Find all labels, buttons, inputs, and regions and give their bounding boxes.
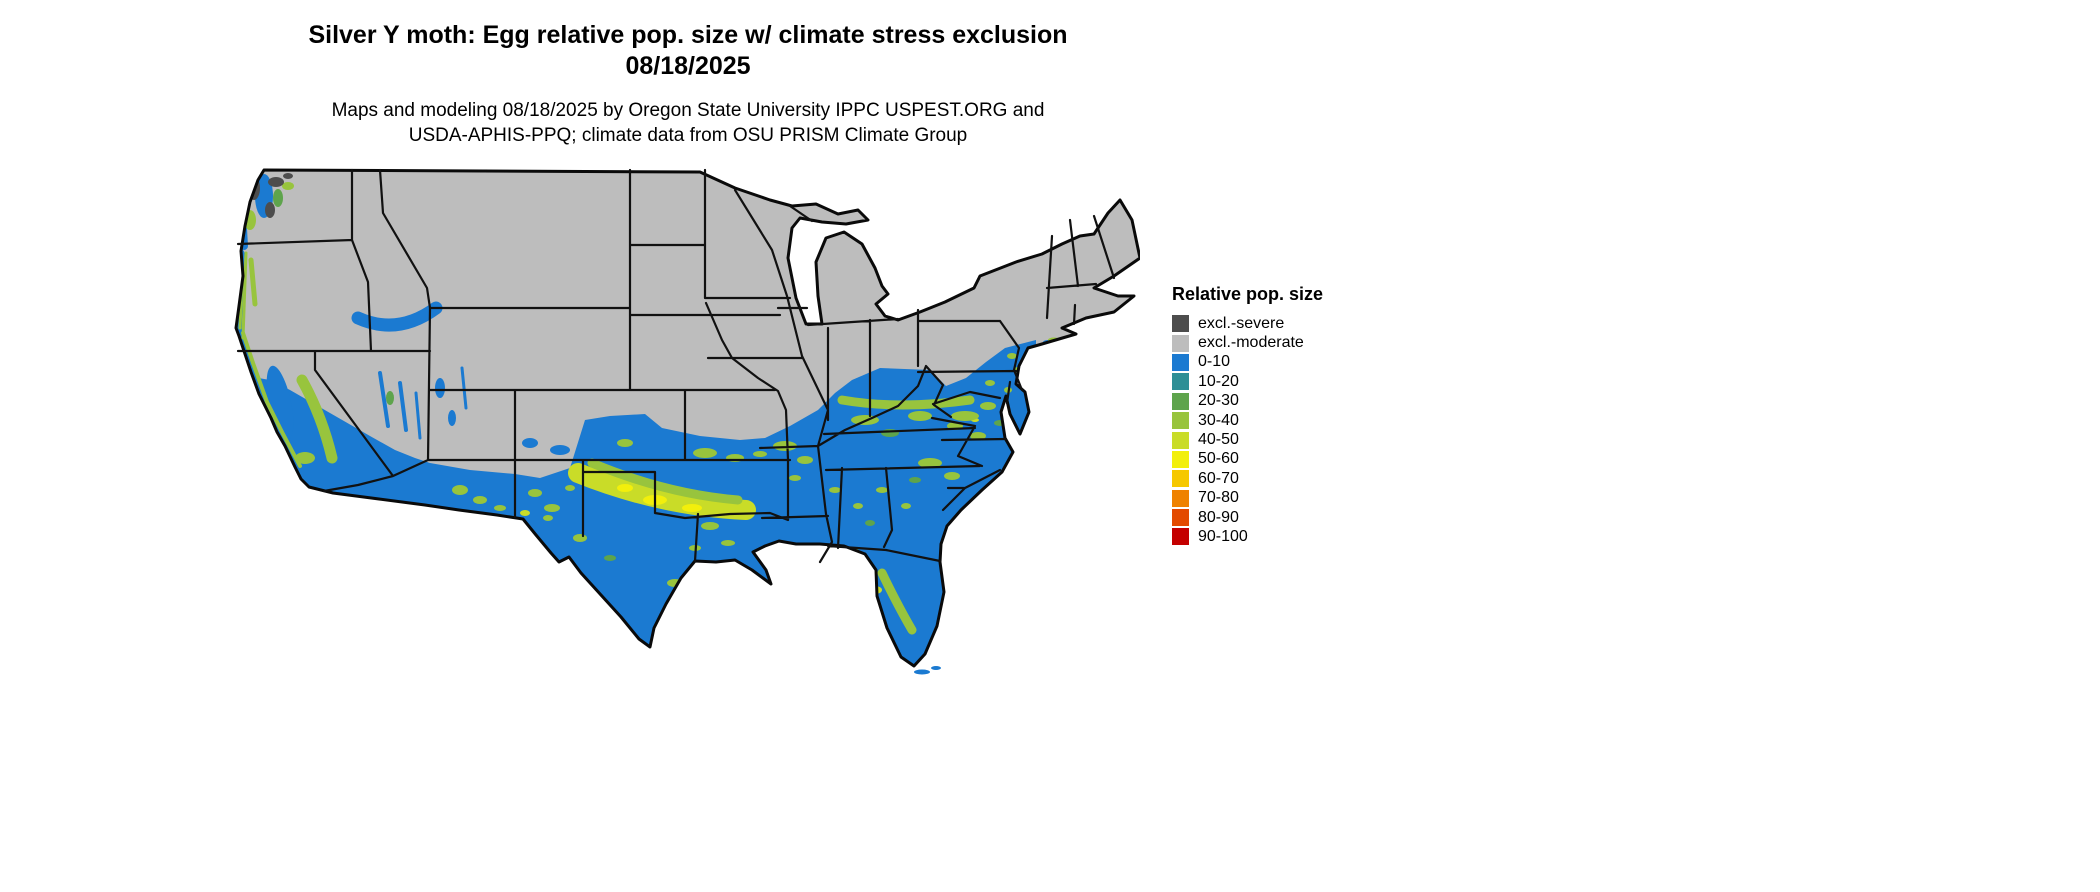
legend-swatch xyxy=(1172,392,1189,410)
legend-swatch xyxy=(1172,489,1189,507)
legend-label: excl.-severe xyxy=(1198,314,1285,332)
legend-swatch xyxy=(1172,450,1189,468)
legend: Relative pop. size excl.-severe excl.-mod… xyxy=(1172,284,1323,547)
legend-label: 70-80 xyxy=(1198,489,1239,507)
legend-row: 20-30 xyxy=(1172,392,1323,411)
legend-swatch xyxy=(1172,509,1189,527)
legend-row: 0-10 xyxy=(1172,353,1323,372)
florida-keys xyxy=(914,666,941,675)
legend-label: 60-70 xyxy=(1198,469,1239,487)
legend-swatch xyxy=(1172,528,1189,546)
legend-label: 30-40 xyxy=(1198,411,1239,429)
legend-swatch xyxy=(1172,353,1189,371)
attribution-line-2: USDA-APHIS-PPQ; climate data from OSU PR… xyxy=(408,124,968,146)
legend-swatch xyxy=(1172,334,1189,352)
us-map-svg xyxy=(234,168,1142,675)
legend-label: 90-100 xyxy=(1198,527,1248,545)
legend-row: 10-20 xyxy=(1172,372,1323,391)
legend-swatch xyxy=(1172,412,1189,430)
map-title: Silver Y moth: Egg relative pop. size w/… xyxy=(308,21,1068,49)
legend-label: 80-90 xyxy=(1198,508,1239,526)
legend-label: 0-10 xyxy=(1198,353,1231,371)
legend-label: 50-60 xyxy=(1198,450,1239,468)
legend-items: excl.-severe excl.-moderate 0-10 10-20 20-30… xyxy=(1172,314,1323,547)
legend-title: Relative pop. size xyxy=(1172,284,1324,304)
legend-row: excl.-moderate xyxy=(1172,333,1323,352)
title-block: Silver Y moth: Egg relative pop. size w/… xyxy=(0,20,1376,148)
legend-row: 80-90 xyxy=(1172,508,1323,527)
legend-row: excl.-severe xyxy=(1172,314,1323,333)
state-borders xyxy=(236,168,1116,564)
legend-label: excl.-moderate xyxy=(1198,334,1304,352)
attribution-line-1: Maps and modeling 08/18/2025 by Oregon S… xyxy=(331,99,1045,121)
legend-label: 20-30 xyxy=(1198,392,1239,410)
legend-swatch xyxy=(1172,373,1189,391)
map-title-date: 08/18/2025 xyxy=(625,52,751,81)
subtitle-block: Maps and modeling 08/18/2025 by Oregon S… xyxy=(0,98,1376,149)
legend-row: 30-40 xyxy=(1172,411,1323,430)
legend-swatch xyxy=(1172,315,1189,333)
us-choropleth-map xyxy=(230,158,1142,678)
legend-row: 40-50 xyxy=(1172,430,1323,449)
legend-row: 50-60 xyxy=(1172,450,1323,469)
legend-swatch xyxy=(1172,431,1189,449)
legend-row: 70-80 xyxy=(1172,489,1323,508)
legend-label: 10-20 xyxy=(1198,372,1239,390)
population-30-40-patches xyxy=(238,251,975,635)
us-outline xyxy=(234,168,1142,668)
legend-swatch xyxy=(1172,470,1189,488)
legend-row: 90-100 xyxy=(1172,527,1323,546)
legend-row: 60-70 xyxy=(1172,469,1323,488)
legend-label: 40-50 xyxy=(1198,431,1239,449)
